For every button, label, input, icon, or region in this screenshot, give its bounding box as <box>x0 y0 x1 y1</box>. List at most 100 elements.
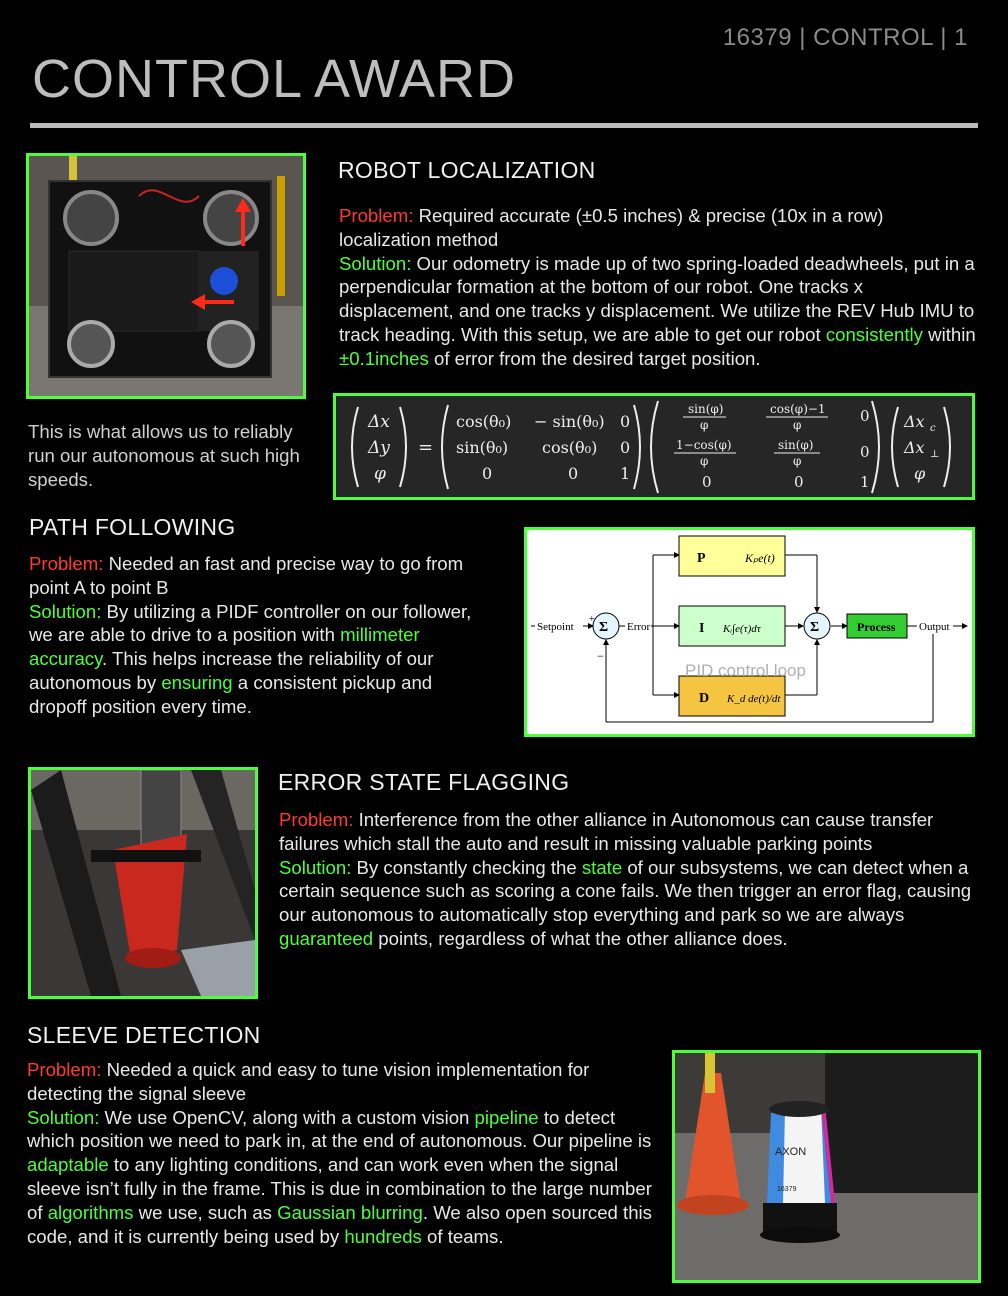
svg-text:φ: φ <box>914 464 926 483</box>
solution-label: Solution: <box>279 856 352 878</box>
solution-text: we use, such as <box>133 1201 278 1223</box>
solution-label: Solution: <box>27 1106 100 1128</box>
sleeve-brand-text: AXON <box>775 1146 806 1158</box>
solution-text: By constantly checking the <box>351 856 582 878</box>
solution-text: By utilizing a PIDF controller on our fo… <box>29 600 472 646</box>
solution-text: within <box>922 323 976 345</box>
intake-claw-illustration <box>31 770 255 996</box>
svg-text:0: 0 <box>860 443 870 461</box>
pid-overlay-caption: PID control loop <box>685 661 806 680</box>
svg-text:Kₚe(t): Kₚe(t) <box>744 551 775 565</box>
svg-text:0: 0 <box>702 473 712 491</box>
solution-text: to detect which position we need to park… <box>27 1106 652 1152</box>
signal-sleeve-illustration: AXON 16379 <box>675 1053 978 1280</box>
solution-text: to any lighting conditions, and can work… <box>27 1154 652 1223</box>
svg-text:− sin(θ₀): − sin(θ₀) <box>534 412 605 431</box>
problem-text: Interference from the other alliance in … <box>279 809 934 854</box>
svg-text:0: 0 <box>794 473 804 491</box>
svg-text:Δx: Δx <box>903 412 925 431</box>
solution-text: of teams. <box>421 1225 504 1247</box>
svg-text:1−cos(φ): 1−cos(φ) <box>676 438 732 452</box>
svg-text:Kᵢ∫e(τ)dτ: Kᵢ∫e(τ)dτ <box>722 623 762 635</box>
problem-label: Problem: <box>27 1059 102 1080</box>
i-block <box>678 605 786 647</box>
svg-text:0: 0 <box>568 464 578 483</box>
svg-text:cos(θ₀): cos(θ₀) <box>542 438 597 457</box>
solution-text: points, regardless of what the other all… <box>373 927 788 949</box>
highlight: ensuring <box>161 671 233 693</box>
highlight: hundreds <box>344 1225 422 1247</box>
solution-text: of error from the desired target positio… <box>428 347 761 369</box>
highlight: pipeline <box>474 1106 539 1128</box>
solution-text: . We also open sourced this code, and it… <box>27 1201 652 1247</box>
svg-text:sin(φ): sin(φ) <box>688 402 724 416</box>
svg-text:sin(φ): sin(φ) <box>778 438 814 452</box>
solution-label: Solution: <box>29 600 102 622</box>
intake-claw-photo <box>28 767 258 999</box>
section-heading-error-state: ERROR STATE FLAGGING <box>278 769 570 795</box>
svg-text:⊥: ⊥ <box>930 449 939 460</box>
robot-bottom-photo <box>26 153 306 399</box>
problem-label: Problem: <box>279 809 354 830</box>
highlight: state <box>581 856 623 878</box>
svg-text:Δx: Δx <box>903 438 925 457</box>
i-label: I <box>699 621 704 636</box>
solution-text: Our odometry is made up of two spring-lo… <box>339 252 975 345</box>
section-heading-localization: ROBOT LOCALIZATION <box>338 157 596 183</box>
highlight: algorithms <box>47 1201 134 1223</box>
svg-text:cos(θ₀): cos(θ₀) <box>456 412 511 431</box>
svg-text:1: 1 <box>620 464 630 483</box>
matrix-formula: Δx Δy φ = cos(θ₀) − sin(θ₀) 0 sin(θ₀) co… <box>351 400 951 493</box>
page-number: 16379 | CONTROL | 1 <box>722 24 968 51</box>
problem-text: Needed a quick and easy to tune vision i… <box>27 1059 590 1104</box>
svg-text:sin(θ₀): sin(θ₀) <box>456 438 508 457</box>
error-label: Error <box>627 621 651 633</box>
svg-text:1: 1 <box>860 473 870 491</box>
problem-text: Required accurate (±0.5 inches) & precis… <box>339 205 884 250</box>
d-label: D <box>699 691 709 706</box>
process-block <box>846 613 908 639</box>
highlight: ±0.1inches <box>339 347 429 369</box>
p-block <box>678 535 786 577</box>
highlight: consistently <box>825 323 923 345</box>
problem-label: Problem: <box>29 553 104 574</box>
problem-label: Problem: <box>339 205 414 226</box>
solution-text: a consistent pickup and dropoff position… <box>29 671 433 717</box>
svg-text:K_d de(t)/dt: K_d de(t)/dt <box>726 693 781 705</box>
sum-node-1: Σ <box>599 620 608 635</box>
localization-body: Problem: Required accurate (±0.5 inches)… <box>339 204 979 371</box>
sleeve-number-text: 16379 <box>777 1186 797 1193</box>
svg-text:φ: φ <box>374 464 386 484</box>
svg-text:φ: φ <box>700 418 708 432</box>
solution-text: We use OpenCV, along with a custom visio… <box>99 1106 475 1128</box>
svg-text:Δy: Δy <box>367 438 390 458</box>
signal-sleeve-photo: AXON 16379 <box>672 1050 981 1283</box>
highlight: adaptable <box>27 1154 109 1176</box>
plus-sign: + <box>589 614 595 625</box>
svg-text:φ: φ <box>700 454 708 468</box>
sleeve-detection-body: Problem: Needed a quick and easy to tune… <box>27 1058 657 1248</box>
svg-text:0: 0 <box>620 438 630 457</box>
output-label: Output <box>919 621 950 633</box>
localization-caption: This is what allows us to reliably run o… <box>28 421 300 490</box>
solution-label: Solution: <box>339 252 412 274</box>
svg-text:0: 0 <box>482 464 492 483</box>
d-block <box>678 675 786 717</box>
title-divider <box>30 123 978 128</box>
svg-text:c: c <box>930 423 936 434</box>
svg-text:φ: φ <box>793 418 801 432</box>
svg-text:=: = <box>418 437 433 458</box>
svg-text:φ: φ <box>793 454 801 468</box>
highlight: Gaussian blurring <box>277 1201 423 1223</box>
sum-node-2: Σ <box>810 620 819 635</box>
section-heading-sleeve-detection: SLEEVE DETECTION <box>27 1022 261 1048</box>
setpoint-label: Setpoint <box>537 621 574 633</box>
minus-sign: − <box>597 649 604 663</box>
highlight: millimeter accuracy <box>29 624 420 670</box>
highlight: guaranteed <box>279 927 374 949</box>
section-heading-path-following: PATH FOLLOWING <box>29 514 236 540</box>
odometry-matrix-equation: Δx Δy φ = cos(θ₀) − sin(θ₀) 0 sin(θ₀) co… <box>333 393 975 500</box>
problem-text: Needed an fast and precise way to go fro… <box>29 553 464 598</box>
pid-control-diagram: Setpoint + − Σ Error P Kₚe(t) I Kᵢ∫e(τ)d… <box>524 527 975 737</box>
error-state-body: Problem: Interference from the other all… <box>279 808 979 951</box>
